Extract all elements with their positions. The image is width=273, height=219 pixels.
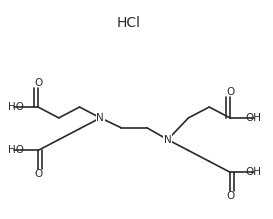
Text: HO: HO <box>8 145 24 155</box>
Text: N: N <box>164 135 171 145</box>
Text: OH: OH <box>246 167 262 177</box>
Text: O: O <box>34 169 42 179</box>
Text: OH: OH <box>246 113 262 123</box>
Text: HCl: HCl <box>116 16 140 30</box>
Text: HO: HO <box>8 102 24 112</box>
Text: N: N <box>96 113 104 123</box>
Text: O: O <box>226 87 234 97</box>
Text: O: O <box>34 78 42 88</box>
Text: O: O <box>226 191 234 201</box>
